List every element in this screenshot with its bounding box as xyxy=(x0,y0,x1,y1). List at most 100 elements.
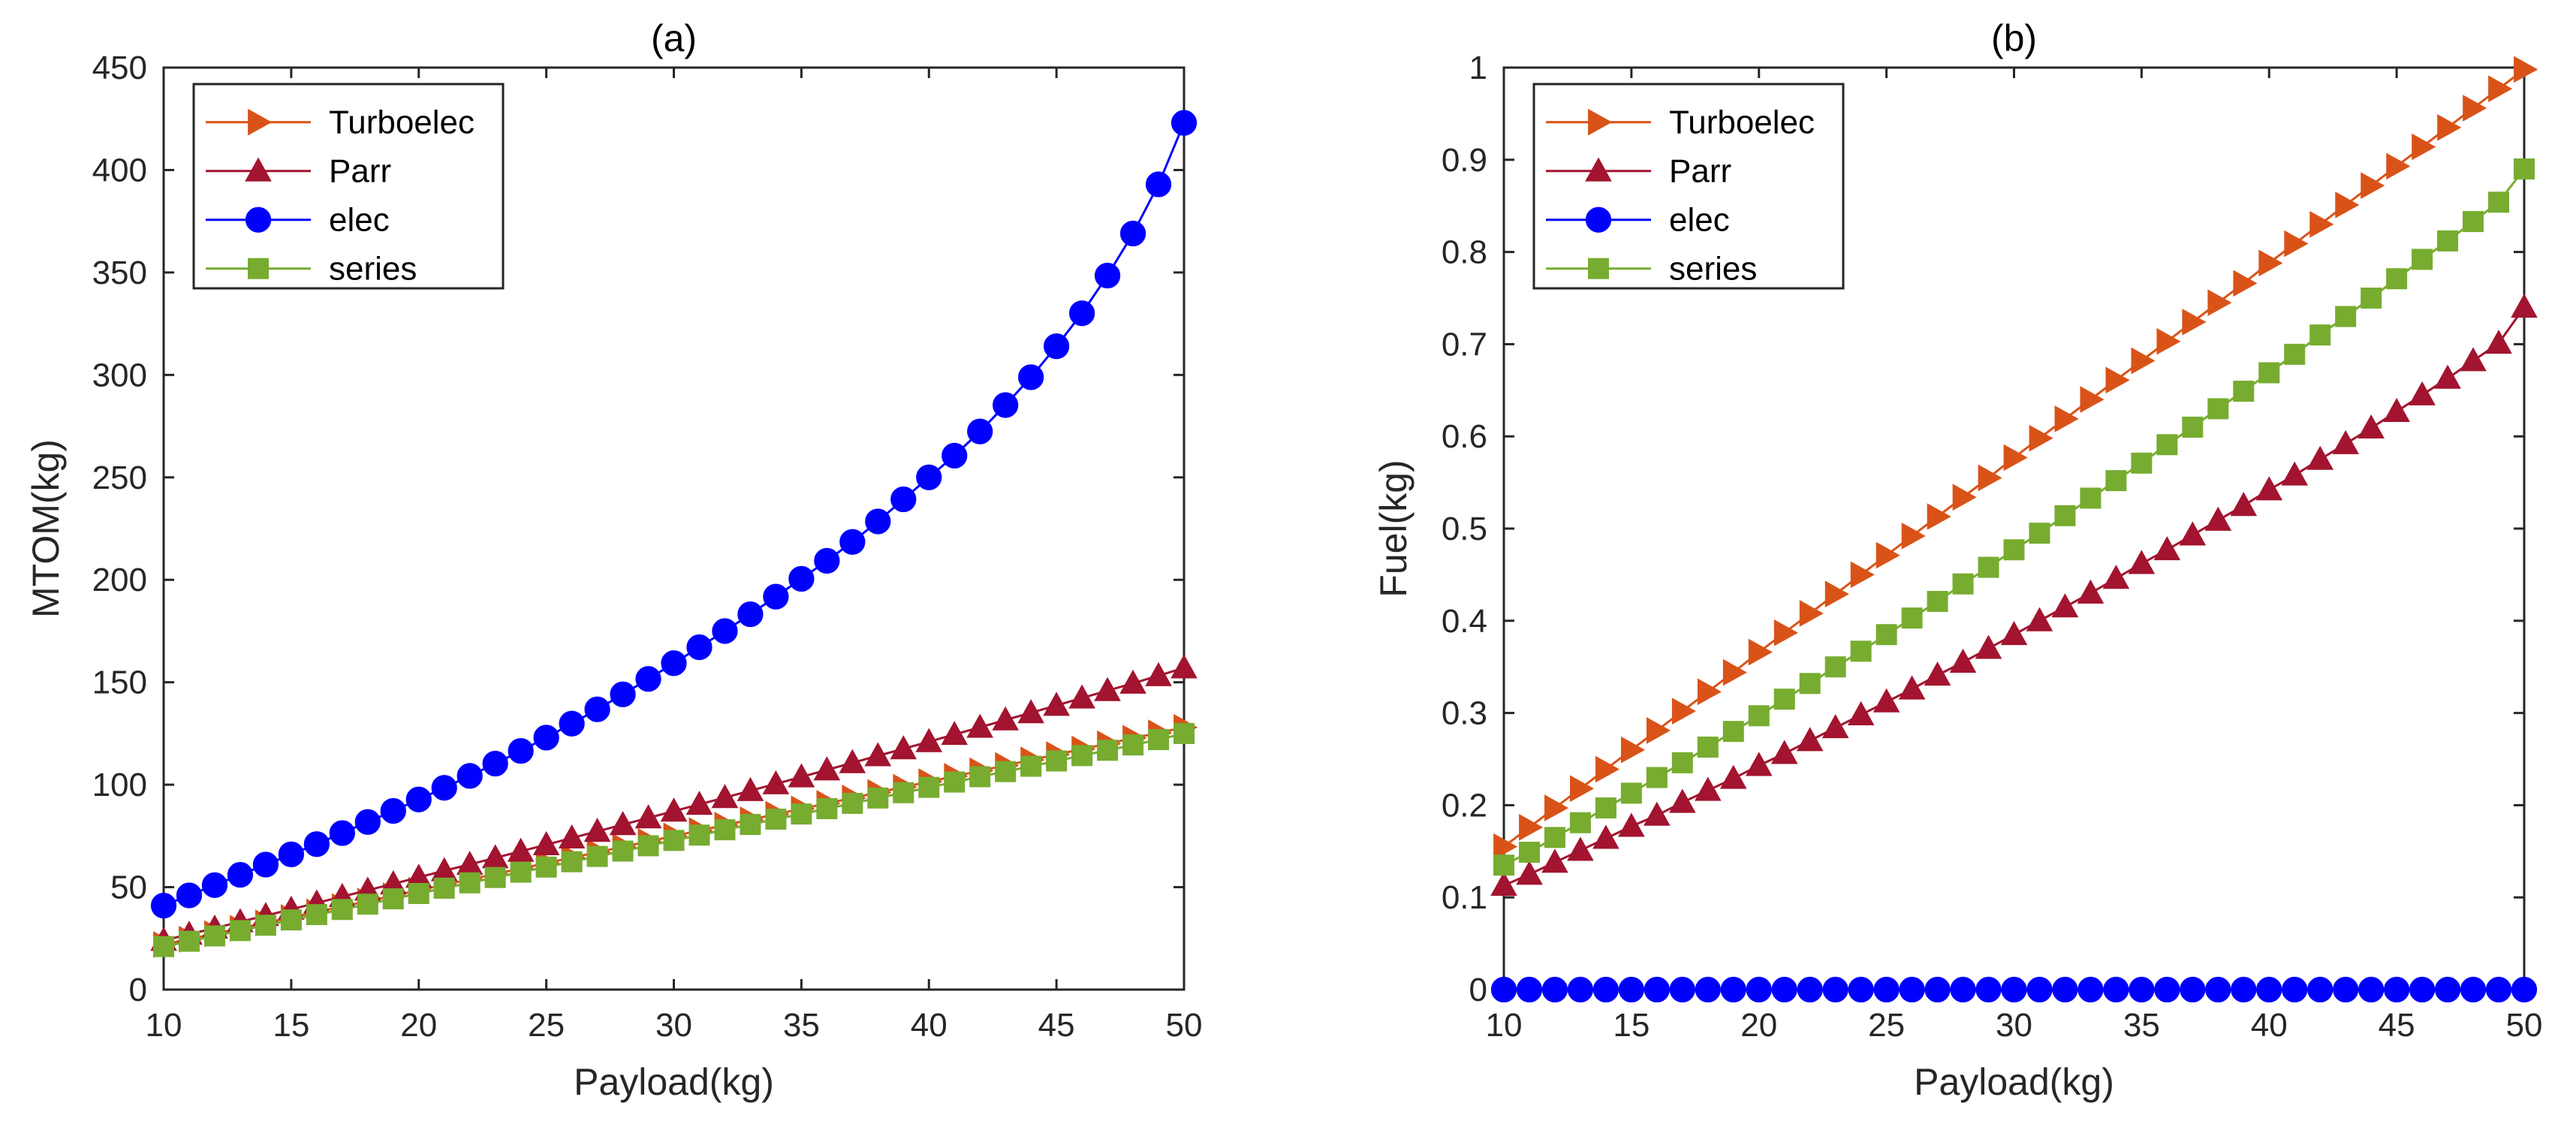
panel-b-point-elec xyxy=(1669,976,1695,1003)
panel-b-xtick-label: 10 xyxy=(1486,1007,1523,1044)
panel-b-point-parr xyxy=(1592,824,1619,849)
panel-b-point-turboelec xyxy=(2463,95,2487,122)
panel-b-point-series xyxy=(1595,797,1616,819)
panel-b-ytick-label: 0.1 xyxy=(1442,879,1487,916)
panel-b-series-turboelec xyxy=(1493,56,2538,860)
panel-b-point-elec xyxy=(1848,976,1874,1003)
panel-a-point-parr xyxy=(788,763,815,788)
panel-b-point-elec xyxy=(2077,976,2104,1003)
panel-a-point-series xyxy=(178,930,200,952)
panel-a-xtick-label: 25 xyxy=(528,1007,565,1044)
panel-b-ytick-label: 0 xyxy=(1469,972,1487,1008)
panel-b-point-turboelec xyxy=(2003,444,2028,472)
panel-a-ytick-label: 100 xyxy=(92,767,147,803)
panel-b-xtick-label: 45 xyxy=(2379,1007,2415,1044)
panel-a: (a) Payload(kg) MTOM(kg) Turboelec Parr el… xyxy=(25,17,1202,1103)
panel-b-point-series xyxy=(2386,268,2408,290)
panel-a-ytick-label: 350 xyxy=(92,255,147,291)
panel-b-point-turboelec xyxy=(1544,794,1569,821)
panel-a-point-elec xyxy=(1018,364,1044,390)
panel-b-ytick-label: 0.8 xyxy=(1442,234,1487,271)
panel-b-point-turboelec xyxy=(2054,405,2079,432)
panel-b-point-turboelec xyxy=(1722,658,1747,686)
panel-b-point-turboelec xyxy=(1978,464,2002,492)
panel-a-point-parr xyxy=(1043,692,1070,716)
panel-a-legend-marker-series xyxy=(248,258,269,279)
panel-b-point-parr xyxy=(1898,675,1926,700)
panel-a-point-elec xyxy=(967,418,993,444)
panel-b-point-elec xyxy=(2026,976,2053,1003)
panel-b-point-parr xyxy=(1541,848,1568,873)
panel-b-ytick-label: 0.7 xyxy=(1442,326,1487,363)
panel-a-point-parr xyxy=(966,713,994,738)
panel-b-point-turboelec xyxy=(1646,717,1671,744)
panel-a-xtick-label: 45 xyxy=(1038,1007,1075,1044)
panel-b-point-series xyxy=(1671,752,1693,773)
panel-a-point-elec xyxy=(380,797,406,824)
panel-a-point-elec xyxy=(839,529,866,555)
panel-b-point-series xyxy=(1493,854,1514,876)
panel-a-point-series xyxy=(969,766,991,788)
panel-b-point-parr xyxy=(1644,801,1671,826)
panel-b-point-parr xyxy=(2000,621,2028,646)
panel-b-point-series xyxy=(1927,591,1948,613)
panel-a-point-series xyxy=(408,883,429,905)
panel-a-point-elec xyxy=(252,851,279,878)
panel-a-point-series xyxy=(203,925,225,947)
panel-b-legend-elec: elec xyxy=(1669,202,1730,239)
panel-a-legend-parr: Parr xyxy=(329,153,391,190)
panel-a-point-parr xyxy=(711,784,739,809)
panel-b-point-turboelec xyxy=(1671,698,1697,725)
panel-b-point-series xyxy=(2463,211,2484,233)
panel-b-point-parr xyxy=(2485,329,2512,354)
panel-b-point-parr xyxy=(1719,764,1747,789)
panel-a-point-parr xyxy=(1017,699,1044,724)
panel-a-point-elec xyxy=(1119,220,1146,247)
panel-b-point-turboelec xyxy=(1824,580,1849,608)
panel-b-point-elec xyxy=(1644,976,1670,1003)
panel-a-point-series xyxy=(944,771,966,793)
panel-b-legend-turboelec: Turboelec xyxy=(1669,104,1815,141)
panel-b-point-turboelec xyxy=(2080,386,2104,413)
panel-a-ytick-label: 250 xyxy=(92,460,147,496)
panel-a-point-elec xyxy=(431,775,457,801)
panel-a-point-elec xyxy=(942,442,968,469)
panel-a-point-series xyxy=(510,861,532,883)
panel-b-point-series xyxy=(2029,523,2050,544)
panel-b-point-parr xyxy=(1694,776,1722,801)
panel-a-point-elec xyxy=(329,820,355,846)
panel-a-point-elec xyxy=(354,809,381,835)
panel-a-point-series xyxy=(765,808,787,830)
panel-b-point-parr xyxy=(2102,565,2130,589)
panel-b-point-elec xyxy=(2001,976,2027,1003)
panel-a-point-elec xyxy=(533,725,559,751)
panel-b-point-series xyxy=(1850,640,1872,662)
panel-b-ytick-label: 0.5 xyxy=(1442,511,1487,547)
panel-a-point-series xyxy=(255,915,276,936)
panel-b-point-parr xyxy=(2409,381,2436,405)
panel-b-point-turboelec xyxy=(2488,75,2513,103)
panel-a-point-elec xyxy=(890,486,917,513)
panel-b-point-parr xyxy=(2511,294,2538,318)
panel-a-point-parr xyxy=(532,830,560,855)
panel-a-point-elec xyxy=(508,737,534,764)
panel-a-ytick-label: 0 xyxy=(129,972,147,1008)
panel-b-point-series xyxy=(1518,842,1540,863)
panel-a-point-series xyxy=(280,909,302,931)
panel-a-point-series xyxy=(816,798,838,820)
panel-b-point-elec xyxy=(2103,976,2129,1003)
panel-a-xtick-label: 50 xyxy=(1166,1007,1203,1044)
panel-b-xtick-label: 40 xyxy=(2251,1007,2288,1044)
panel-b-point-turboelec xyxy=(1952,484,1977,511)
panel-b-point-parr xyxy=(2230,492,2258,517)
panel-b-point-series xyxy=(1620,782,1642,804)
panel-a-point-series xyxy=(867,787,889,809)
panel-a-point-series xyxy=(663,830,685,851)
panel-b-xtick-label: 30 xyxy=(1996,1007,2032,1044)
panel-a-point-series xyxy=(740,814,761,836)
panel-b-point-parr xyxy=(1618,812,1645,837)
panel-a-point-elec xyxy=(176,882,203,909)
panel-a-point-parr xyxy=(609,811,637,836)
panel-b-legend-marker-parr xyxy=(1585,157,1612,182)
panel-a-point-series xyxy=(535,856,557,878)
